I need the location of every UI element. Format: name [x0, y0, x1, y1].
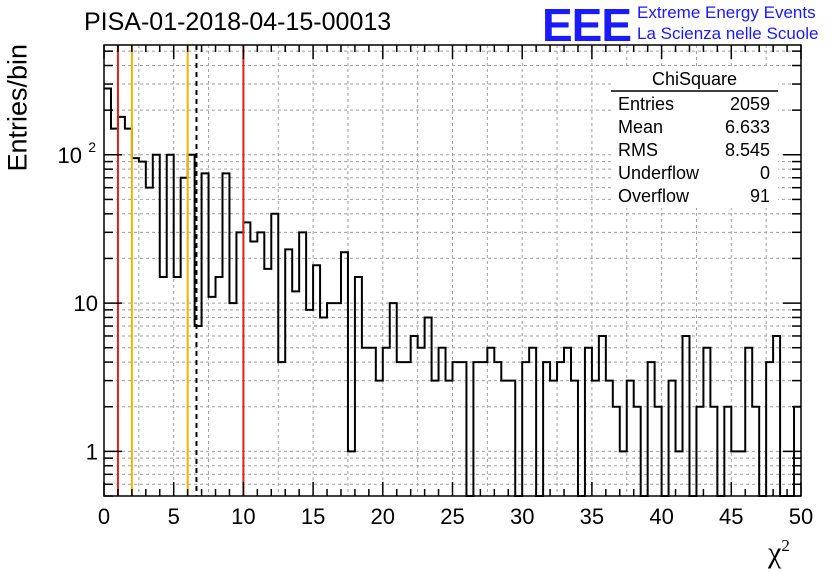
- x-tick-label: 15: [301, 504, 325, 529]
- stats-row-label: Entries: [618, 94, 674, 114]
- x-tick-label: 35: [580, 504, 604, 529]
- logo-caption-line2: La Scienza nelle Scuole: [637, 24, 819, 43]
- stats-row-label: Overflow: [618, 186, 690, 206]
- x-tick-label: 25: [440, 504, 464, 529]
- y-tick-label: 1: [86, 439, 98, 464]
- x-tick-label: 0: [98, 504, 110, 529]
- histogram-series-line: [104, 87, 801, 497]
- x-axis-label-superscript: 2: [781, 536, 790, 555]
- logo-caption-line1: Extreme Energy Events: [637, 3, 816, 22]
- x-tick-label: 50: [789, 504, 813, 529]
- stats-row-label: Mean: [618, 117, 663, 137]
- stats-row-value: 2059: [730, 94, 770, 114]
- stats-row-label: RMS: [618, 140, 658, 160]
- x-axis-label-symbol: χ: [768, 536, 782, 569]
- stats-row-value: 6.633: [725, 117, 770, 137]
- x-tick-label: 20: [371, 504, 395, 529]
- x-tick-label: 45: [719, 504, 743, 529]
- stats-row-value: 91: [750, 186, 770, 206]
- x-tick-label: 5: [168, 504, 180, 529]
- x-tick-label: 40: [649, 504, 673, 529]
- x-axis-label: χ2: [768, 536, 790, 570]
- stats-row-label: Underflow: [618, 163, 700, 183]
- y-tick-label: 10: [58, 143, 82, 168]
- x-tick-label: 30: [510, 504, 534, 529]
- stats-row-value: 0: [760, 163, 770, 183]
- stats-row-value: 8.545: [725, 140, 770, 160]
- y-tick-label: 10: [74, 291, 98, 316]
- stats-box-title: ChiSquare: [652, 69, 737, 89]
- run-title: PISA-01-2018-04-15-00013: [84, 8, 392, 36]
- x-tick-label: 10: [231, 504, 255, 529]
- y-tick-label-exponent: 2: [88, 139, 96, 155]
- eee-logo: EEE: [542, 0, 632, 51]
